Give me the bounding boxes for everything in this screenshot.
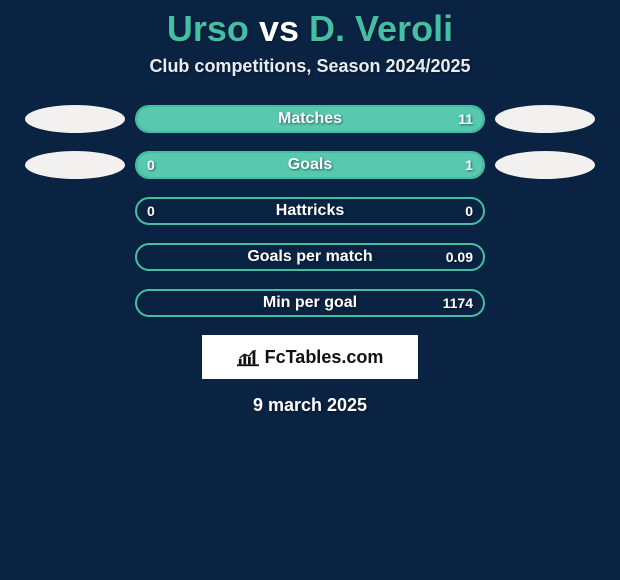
stat-value-right: 1174 — [443, 295, 473, 311]
stat-value-right: 0.09 — [446, 249, 473, 265]
branding-text: FcTables.com — [265, 347, 384, 368]
player2-name: D. Veroli — [309, 8, 453, 49]
left-ellipse — [25, 151, 125, 179]
stat-value-right: 0 — [465, 203, 473, 219]
stat-label: Min per goal — [263, 294, 357, 312]
stat-bar: 0 1 Goals — [135, 151, 485, 179]
stat-label: Matches — [278, 110, 342, 128]
vs-label: vs — [259, 8, 299, 49]
stat-value-left: 0 — [147, 203, 155, 219]
stat-row: 11 Matches — [0, 105, 620, 133]
chart-icon — [237, 347, 259, 367]
stat-label: Goals — [288, 156, 332, 174]
subtitle: Club competitions, Season 2024/2025 — [0, 56, 620, 105]
stat-bar: 0 0 Hattricks — [135, 197, 485, 225]
stat-row: 0 0 Hattricks — [0, 197, 620, 225]
stat-row: 0.09 Goals per match — [0, 243, 620, 271]
player1-name: Urso — [167, 8, 249, 49]
right-ellipse — [495, 105, 595, 133]
stat-row: 1174 Min per goal — [0, 289, 620, 317]
left-ellipse — [25, 105, 125, 133]
stat-bar: 11 Matches — [135, 105, 485, 133]
stats-rows: 11 Matches 0 1 Goals 0 0 Hattricks 0.09 Goals per… — [0, 105, 620, 317]
stat-row: 0 1 Goals — [0, 151, 620, 179]
page-title: Urso vs D. Veroli — [0, 0, 620, 56]
stat-bar: 0.09 Goals per match — [135, 243, 485, 271]
right-ellipse — [495, 151, 595, 179]
stat-bar: 1174 Min per goal — [135, 289, 485, 317]
stat-label: Goals per match — [247, 248, 372, 266]
stat-value-right: 11 — [458, 111, 473, 127]
date-label: 9 march 2025 — [0, 379, 620, 416]
stat-value-right: 1 — [465, 157, 473, 173]
stat-value-left: 0 — [147, 157, 155, 173]
bar-fill-right — [199, 153, 483, 177]
stat-label: Hattricks — [276, 202, 344, 220]
branding-badge: FcTables.com — [202, 335, 418, 379]
